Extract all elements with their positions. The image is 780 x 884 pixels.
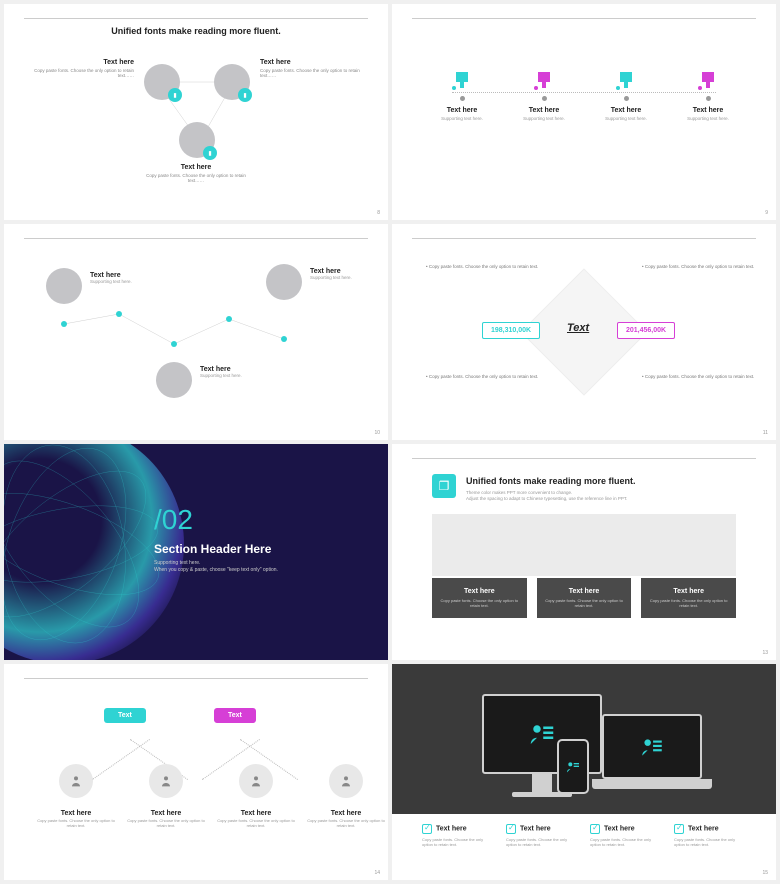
check-icon: [506, 824, 516, 834]
chat-icon: ❐: [432, 474, 456, 498]
page-number: 13: [762, 650, 768, 656]
desc: Copy paste fonts. Choose the only option…: [260, 68, 370, 79]
label: Text here: [668, 107, 748, 114]
slide-15: Text here Copy paste fonts. Choose the o…: [392, 664, 776, 880]
label: Text here: [306, 810, 386, 817]
desc: Supporting text here.: [90, 279, 132, 284]
person-icon: [149, 764, 183, 798]
desc: Supporting text here.: [586, 116, 666, 121]
device-stage: [392, 664, 776, 814]
card: Text here Copy paste fonts. Choose the o…: [641, 578, 736, 618]
card: Text here Copy paste fonts. Choose the o…: [537, 578, 632, 618]
image-placeholder: [432, 514, 736, 576]
label: Text here: [216, 810, 296, 817]
page-number: 10: [374, 430, 380, 436]
tag-magenta: Text: [214, 708, 256, 723]
stat-right: 201,456,00K: [617, 322, 675, 339]
check-icon: [674, 824, 684, 834]
slide-13: ❐ Unified fonts make reading more fluent…: [392, 444, 776, 660]
person-icon: [59, 764, 93, 798]
desc: Copy paste fonts. Choose the only option…: [36, 819, 116, 829]
slide-9: Text here Supporting text here. Text her…: [392, 4, 776, 220]
check-item: Text here Copy paste fonts. Choose the o…: [422, 824, 494, 847]
label: Text here: [90, 272, 132, 279]
label: Text here: [310, 268, 352, 275]
check-item: Text here Copy paste fonts. Choose the o…: [506, 824, 578, 847]
bullet: Copy paste fonts. Choose the only option…: [426, 374, 556, 380]
center-text: Text: [567, 322, 589, 334]
slide-title: Unified fonts make reading more fluent.: [466, 476, 636, 486]
label: Text here: [422, 107, 502, 114]
desc: Supporting text here.: [200, 373, 242, 378]
slide-14: Text Text Text here Copy paste fonts. Ch…: [4, 664, 388, 880]
desc: Copy paste fonts. Choose the only option…: [306, 819, 386, 829]
label: Text here: [24, 59, 134, 66]
person-icon: [239, 764, 273, 798]
desc: Copy paste fonts. Choose the only option…: [24, 68, 134, 79]
slide-11: Text 198,310,00K 201,456,00K Copy paste …: [392, 224, 776, 440]
bullet: Copy paste fonts. Choose the only option…: [426, 264, 556, 270]
label: Text here: [200, 366, 242, 373]
slide-8: Unified fonts make reading more fluent. …: [4, 4, 388, 220]
stat-left: 198,310,00K: [482, 322, 540, 339]
bullet: Copy paste fonts. Choose the only option…: [642, 374, 772, 380]
tag-cyan: Text: [104, 708, 146, 723]
label: Text here: [504, 107, 584, 114]
check-icon: [590, 824, 600, 834]
slide-title: Unified fonts make reading more fluent.: [4, 26, 388, 36]
check-item: Text here Copy paste fonts. Choose the o…: [590, 824, 662, 847]
desc: Copy paste fonts. Choose the only option…: [216, 819, 296, 829]
desc: Copy paste fonts. Choose the only option…: [141, 173, 251, 184]
person-icon: [329, 764, 363, 798]
label: Text here: [141, 164, 251, 171]
desc: Supporting text here.: [422, 116, 502, 121]
label: Text here: [260, 59, 370, 66]
desc: Supporting text here.: [668, 116, 748, 121]
label: Text here: [126, 810, 206, 817]
page-number: 15: [762, 870, 768, 876]
slide-10: Text here Supporting text here. Text her…: [4, 224, 388, 440]
desc: Supporting text here.: [310, 275, 352, 280]
desc: Copy paste fonts. Choose the only option…: [126, 819, 206, 829]
desc: Supporting text here.: [504, 116, 584, 121]
page-number: 9: [765, 210, 768, 216]
page-number: 8: [377, 210, 380, 216]
section-number: /02: [154, 504, 193, 536]
card: Text here Copy paste fonts. Choose the o…: [432, 578, 527, 618]
page-number: 11: [763, 430, 768, 436]
check-icon: [422, 824, 432, 834]
bullet: Copy paste fonts. Choose the only option…: [642, 264, 772, 270]
label: Text here: [36, 810, 116, 817]
check-item: Text here Copy paste fonts. Choose the o…: [674, 824, 746, 847]
section-desc: Supporting text here.When you copy & pas…: [154, 560, 278, 574]
slide-section-header: /02 Section Header Here Supporting text …: [4, 444, 388, 660]
page-number: 14: [374, 870, 380, 876]
section-title: Section Header Here: [154, 542, 271, 556]
label: Text here: [586, 107, 666, 114]
slide-subtitle: Theme color makes PPT more convenient to…: [466, 490, 627, 502]
